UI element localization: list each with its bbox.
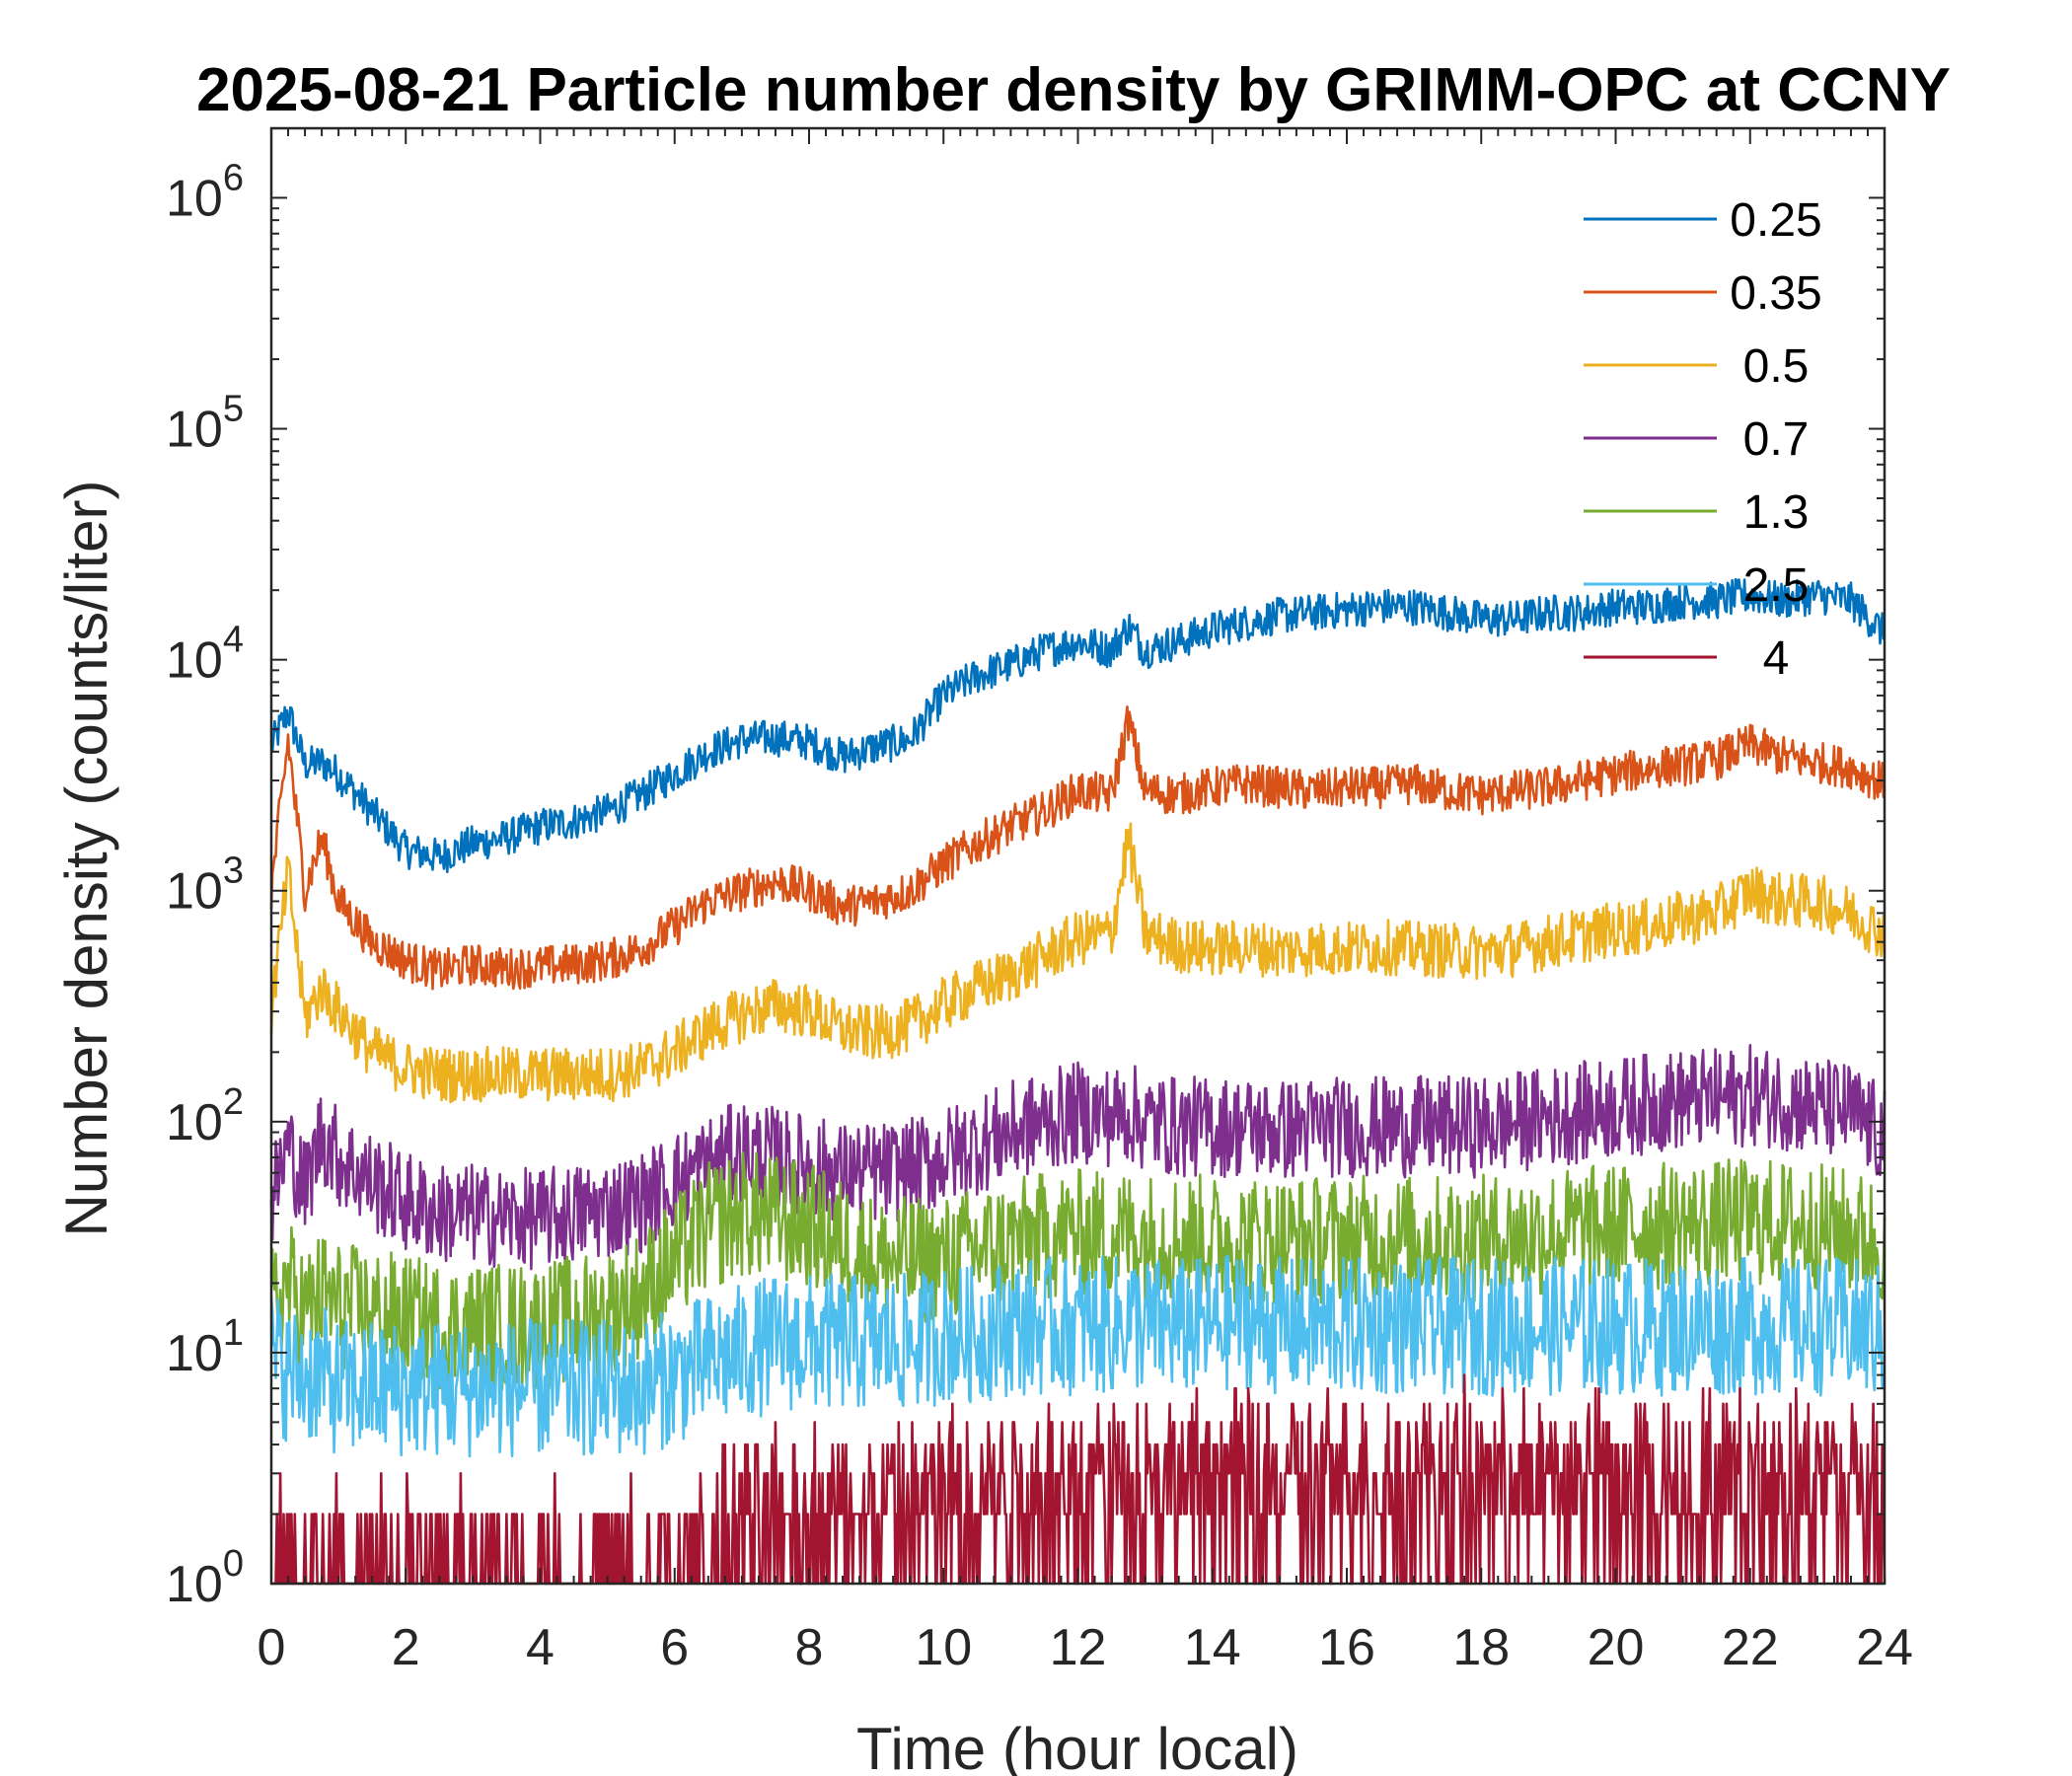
y-tick-label: 106: [166, 157, 244, 227]
x-tick-label: 22: [1722, 1619, 1779, 1676]
y-tick-label: 102: [166, 1081, 244, 1151]
legend-label: 0.25: [1730, 194, 1821, 247]
legend-label: 2.5: [1743, 559, 1810, 612]
axes-layer: [269, 126, 1887, 1586]
x-tick-label: 24: [1856, 1619, 1913, 1676]
x-tick-label: 10: [915, 1619, 972, 1676]
legend-label: 0.35: [1730, 267, 1821, 320]
x-tick-label: 12: [1050, 1619, 1107, 1676]
y-tick-label: 104: [166, 620, 244, 690]
y-tick-label: 103: [166, 851, 244, 921]
series-line-0-35: [269, 705, 1887, 991]
x-tick-label: 6: [660, 1619, 689, 1676]
x-axis-label: Time (hour local): [856, 1716, 1298, 1776]
x-tick-label: 8: [795, 1619, 824, 1676]
y-axis-label: Number density (counts/liter): [53, 481, 119, 1237]
x-tick-label: 2: [392, 1619, 420, 1676]
series-line-0-5: [269, 822, 1887, 1104]
legend-label: 4: [1763, 632, 1790, 685]
x-tick-label: 0: [258, 1619, 286, 1676]
series-line-0-7: [269, 1044, 1887, 1271]
x-tick-label: 18: [1452, 1619, 1510, 1676]
x-tick-label: 4: [526, 1619, 555, 1676]
legend-label: 1.3: [1743, 486, 1810, 539]
legend-label: 0.5: [1743, 340, 1810, 393]
x-tick-label: 20: [1588, 1619, 1645, 1676]
series-layer: [269, 577, 1887, 1586]
x-tick-label: 16: [1318, 1619, 1375, 1676]
series-line-2-5: [269, 1254, 1887, 1458]
y-tick-label: 100: [166, 1543, 244, 1613]
y-tick-label: 105: [166, 389, 244, 459]
series-line-0-25: [269, 577, 1887, 874]
y-tick-label: 101: [166, 1312, 244, 1382]
legend-label: 0.7: [1743, 413, 1810, 466]
x-tick-label: 14: [1184, 1619, 1241, 1676]
chart-title: 2025-08-21 Particle number density by GR…: [196, 56, 1951, 124]
tick-label-layer: 0 2 4 6 8 10 12 14 16 18 20 22 241001011021031041051…: [166, 157, 1913, 1676]
legend: 0.25 0.35 0.5 0.7 1.3 2.5 4: [1584, 194, 1822, 685]
